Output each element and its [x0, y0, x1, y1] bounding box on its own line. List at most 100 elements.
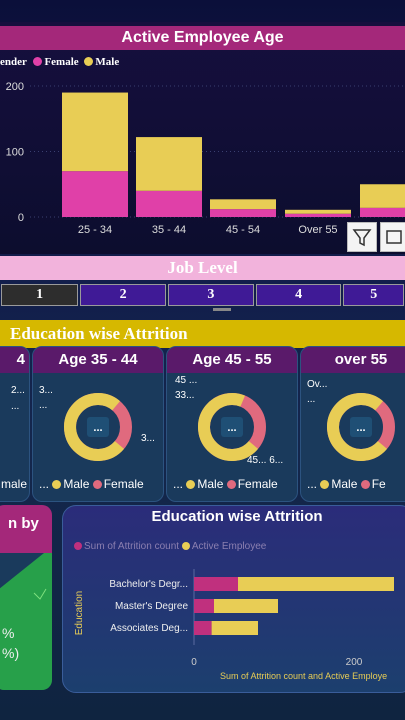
donut-label: 3...: [39, 385, 53, 396]
attrition-pct-2: %): [2, 645, 20, 661]
donut-center-label: ...: [227, 422, 236, 434]
donut-center-box: [350, 417, 372, 437]
female-legend-dot: [226, 480, 236, 489]
gender-donut: ...: [198, 393, 266, 461]
x-tick-200: 200: [346, 657, 363, 668]
legend-attrition: Sum of Attrition count: [84, 541, 180, 552]
bar-female: [62, 171, 128, 217]
x-axis-label: Sum of Attrition count and Active Employ…: [220, 671, 387, 681]
job-level-slicer: 1 2 3 4 5: [0, 282, 405, 308]
filter-button[interactable]: [347, 222, 377, 252]
card-title: over 55: [301, 347, 405, 373]
resize-handle[interactable]: [213, 308, 231, 311]
card-title: Age 35 - 44: [33, 347, 163, 373]
job-level-title: Job Level: [0, 256, 405, 280]
job-level-5[interactable]: 5: [343, 284, 405, 306]
bar-male: [210, 199, 276, 210]
x-tick-0: 0: [191, 657, 197, 668]
age-card-35-44: Age 35 - 44 ... 3... ... 3... ... Male F…: [32, 346, 164, 502]
bar-male: [62, 92, 128, 172]
card-title: n by: [0, 505, 52, 553]
bar-active: [214, 599, 278, 613]
x-tick-label: Over 55: [298, 224, 337, 236]
education-bar-title: Education wise Attrition: [151, 508, 323, 525]
education-bar-chart: Education Bachelor's Degr... Master's Deg…: [74, 569, 394, 681]
gender-donut: ...: [64, 393, 132, 461]
legend-prefix: ...: [39, 477, 50, 491]
job-level-2[interactable]: 2: [80, 284, 167, 306]
age-card-over-55: over 55 ... Ov... ... ... Male Fe: [300, 346, 405, 502]
attrition-legend-dot: [74, 542, 82, 550]
donut-center-box: [221, 417, 243, 437]
education-attrition-header: Education wise Attrition: [0, 320, 405, 348]
attrition-pct: %: [2, 625, 15, 641]
donut-center-label: ...: [356, 422, 365, 434]
bar-female: [360, 207, 405, 217]
x-tick-label: 45 - 54: [226, 224, 260, 236]
legend-female: Fe: [371, 477, 386, 491]
female-legend-dot: [360, 480, 370, 489]
donut-label: 45... 6...: [247, 455, 284, 466]
male-legend-dot: [84, 57, 94, 66]
bar-female: [210, 209, 276, 217]
bar-female: [136, 190, 202, 217]
y-tick-label: 200: [6, 81, 24, 93]
legend-prefix: ...: [307, 477, 318, 491]
card-title: 4: [0, 347, 29, 373]
legend-male: Male: [197, 477, 224, 491]
attrition-pie: [0, 553, 52, 690]
filter-icon: [352, 229, 372, 247]
legend-male: Male: [63, 477, 90, 491]
donut-label: Ov...: [307, 379, 328, 390]
card-legend: ... Male Fe: [307, 477, 386, 491]
education-bar-legend: Sum of Attrition count Active Employee: [74, 541, 266, 552]
male-legend-dot: [186, 480, 196, 489]
legend-female: Female: [103, 477, 144, 491]
y-tick-label: 0: [18, 212, 24, 224]
attrition-card-partial: n by % %): [0, 505, 52, 690]
legend-female: Female: [237, 477, 278, 491]
donut-center-label: ...: [93, 422, 102, 434]
legend-prefix: ender: [0, 56, 27, 68]
age-bar-chart: 200 100 0 25 - 34 35 - 44 45 - 54 Over 55: [6, 81, 405, 236]
donut-label: 33...: [175, 390, 195, 401]
donut-label: 2...: [11, 385, 25, 396]
x-tick-label: 25 - 34: [78, 224, 112, 236]
bar-attrition: [194, 577, 238, 591]
gender-donut: ...: [327, 393, 395, 461]
donut-label: ...: [39, 400, 48, 411]
donut-center-box: [87, 417, 109, 437]
job-level-1[interactable]: 1: [1, 284, 79, 306]
bar-male: [360, 184, 405, 208]
card-legend: male: [1, 477, 28, 491]
bar-active: [211, 621, 258, 635]
y-axis-label: Education: [74, 591, 85, 635]
job-level-4[interactable]: 4: [255, 284, 342, 306]
bar-active: [238, 577, 394, 591]
card-title: Age 45 - 55: [167, 347, 297, 373]
male-legend-dot: [320, 480, 330, 489]
male-legend-dot: [52, 480, 62, 489]
female-legend-dot: [33, 57, 43, 66]
legend-male: Male: [331, 477, 358, 491]
age-card-45-55: Age 45 - 55 ... 45 ... 33... 45... 6... …: [166, 346, 298, 502]
y-tick-label: 100: [6, 147, 24, 159]
bar-female: [285, 213, 351, 217]
donut-label: ...: [11, 401, 20, 412]
female-legend-dot: [92, 480, 102, 489]
donut-label: 45 ...: [175, 375, 198, 386]
job-level-3[interactable]: 3: [168, 284, 254, 306]
bar-male: [136, 137, 202, 191]
donut-label: ...: [307, 394, 316, 405]
card-legend: ... Male Female: [173, 477, 278, 491]
focus-mode-button[interactable]: [380, 222, 405, 252]
legend-female-label: Female: [44, 56, 79, 68]
card-legend: ... Male Female: [39, 477, 144, 491]
legend-active: Active Employee: [191, 541, 267, 552]
bar-male: [285, 209, 351, 214]
focus-mode-icon: [386, 230, 402, 244]
age-chart-title: Active Employee Age: [0, 26, 405, 50]
category-label: Associates Deg...: [110, 623, 188, 634]
age-card-partial: 4 2... ... male: [0, 346, 30, 502]
category-label: Bachelor's Degr...: [109, 579, 188, 590]
